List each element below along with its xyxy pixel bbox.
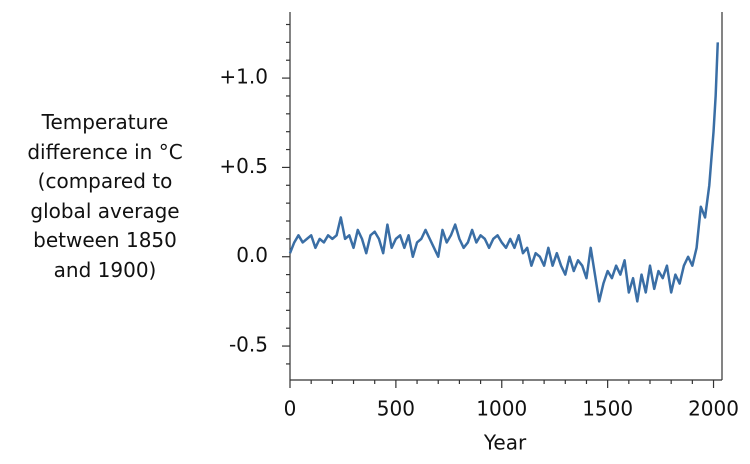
y-axis-label-line: between 1850 (33, 228, 177, 252)
y-tick-label: 0.0 (236, 243, 268, 267)
x-axis-label: Year (483, 431, 527, 455)
data-line (288, 42, 720, 303)
y-tick-label: +1.0 (219, 65, 268, 89)
x-tick-label: 1000 (476, 397, 527, 421)
y-axis-label-line: global average (30, 198, 180, 223)
x-tick-label: 2000 (688, 397, 739, 421)
y-axis-label-line: Temperature (41, 110, 169, 134)
y-axis-label: Temperature difference in °C (compared to g… (0, 108, 210, 285)
y-axis-label-line: (compared to (37, 169, 173, 193)
x-tick-label: 0 (284, 397, 297, 421)
x-tick-label: 1500 (582, 397, 633, 421)
x-tick-label: 500 (377, 397, 415, 421)
y-tick-label: -0.5 (229, 333, 268, 357)
y-axis-label-line: difference in °C (27, 139, 183, 164)
y-axis-label-line: and 1900) (53, 257, 157, 282)
y-tick-label: +0.5 (219, 154, 268, 178)
